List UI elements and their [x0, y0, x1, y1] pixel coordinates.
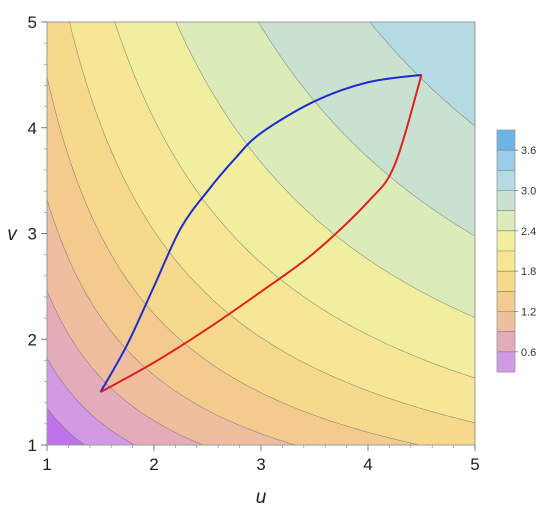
legend-swatch [497, 291, 515, 312]
legend-tick-label: 1.2 [521, 307, 536, 319]
contour-band [369, 22, 475, 126]
legend-swatch [497, 190, 515, 211]
color-legend: 0.6 1.2 1.8 2.4 3.0 3.6 [496, 129, 536, 373]
contour-line [175, 22, 475, 318]
contour-line [258, 22, 475, 237]
x-tick-label: 2 [149, 455, 158, 474]
legend-swatch [497, 311, 515, 332]
contour-line [47, 290, 204, 445]
legend-tick-label: 3.6 [521, 145, 536, 157]
series-layer [99, 73, 423, 394]
x-tick-label: 5 [470, 455, 479, 474]
legend-tick-label: 1.8 [521, 266, 536, 278]
y-axis: 1 2 3 4 5 [28, 13, 47, 455]
contour-line [369, 22, 475, 127]
legend-swatch [497, 251, 515, 272]
contour-bands [47, 22, 475, 445]
legend-swatch [497, 230, 515, 251]
y-tick-label: 3 [28, 225, 37, 244]
y-axis-label: v [7, 224, 18, 245]
legend-swatch [497, 170, 515, 191]
contour-line [47, 357, 136, 445]
legend-swatch [497, 351, 515, 372]
legend-tick-label: 0.6 [521, 347, 536, 359]
legend-swatch [497, 150, 515, 171]
y-tick-label: 5 [28, 13, 37, 32]
x-tick-label: 3 [256, 455, 265, 474]
legend-swatch [497, 130, 515, 151]
series-line-2 [100, 74, 423, 394]
contour-line [47, 76, 421, 445]
contour-line [69, 22, 475, 424]
x-tick-label: 4 [363, 455, 372, 474]
contour-lines [47, 22, 475, 445]
legend-tick-label: 2.4 [521, 226, 536, 238]
contour-line [114, 22, 475, 379]
contour-line [47, 199, 297, 445]
y-tick-label: 1 [28, 436, 37, 455]
legend-tick-label: 3.0 [521, 186, 536, 198]
x-axis: 1 2 3 4 5 [42, 445, 480, 474]
x-tick-label: 1 [42, 455, 51, 474]
legend-swatch [497, 271, 515, 292]
legend-frame [496, 129, 516, 373]
x-axis-label: u [256, 487, 267, 508]
y-tick-label: 2 [28, 330, 37, 349]
y-tick-label: 4 [28, 119, 37, 138]
legend-swatch [497, 331, 515, 352]
series-line-1 [99, 73, 422, 393]
legend-swatch [497, 210, 515, 231]
